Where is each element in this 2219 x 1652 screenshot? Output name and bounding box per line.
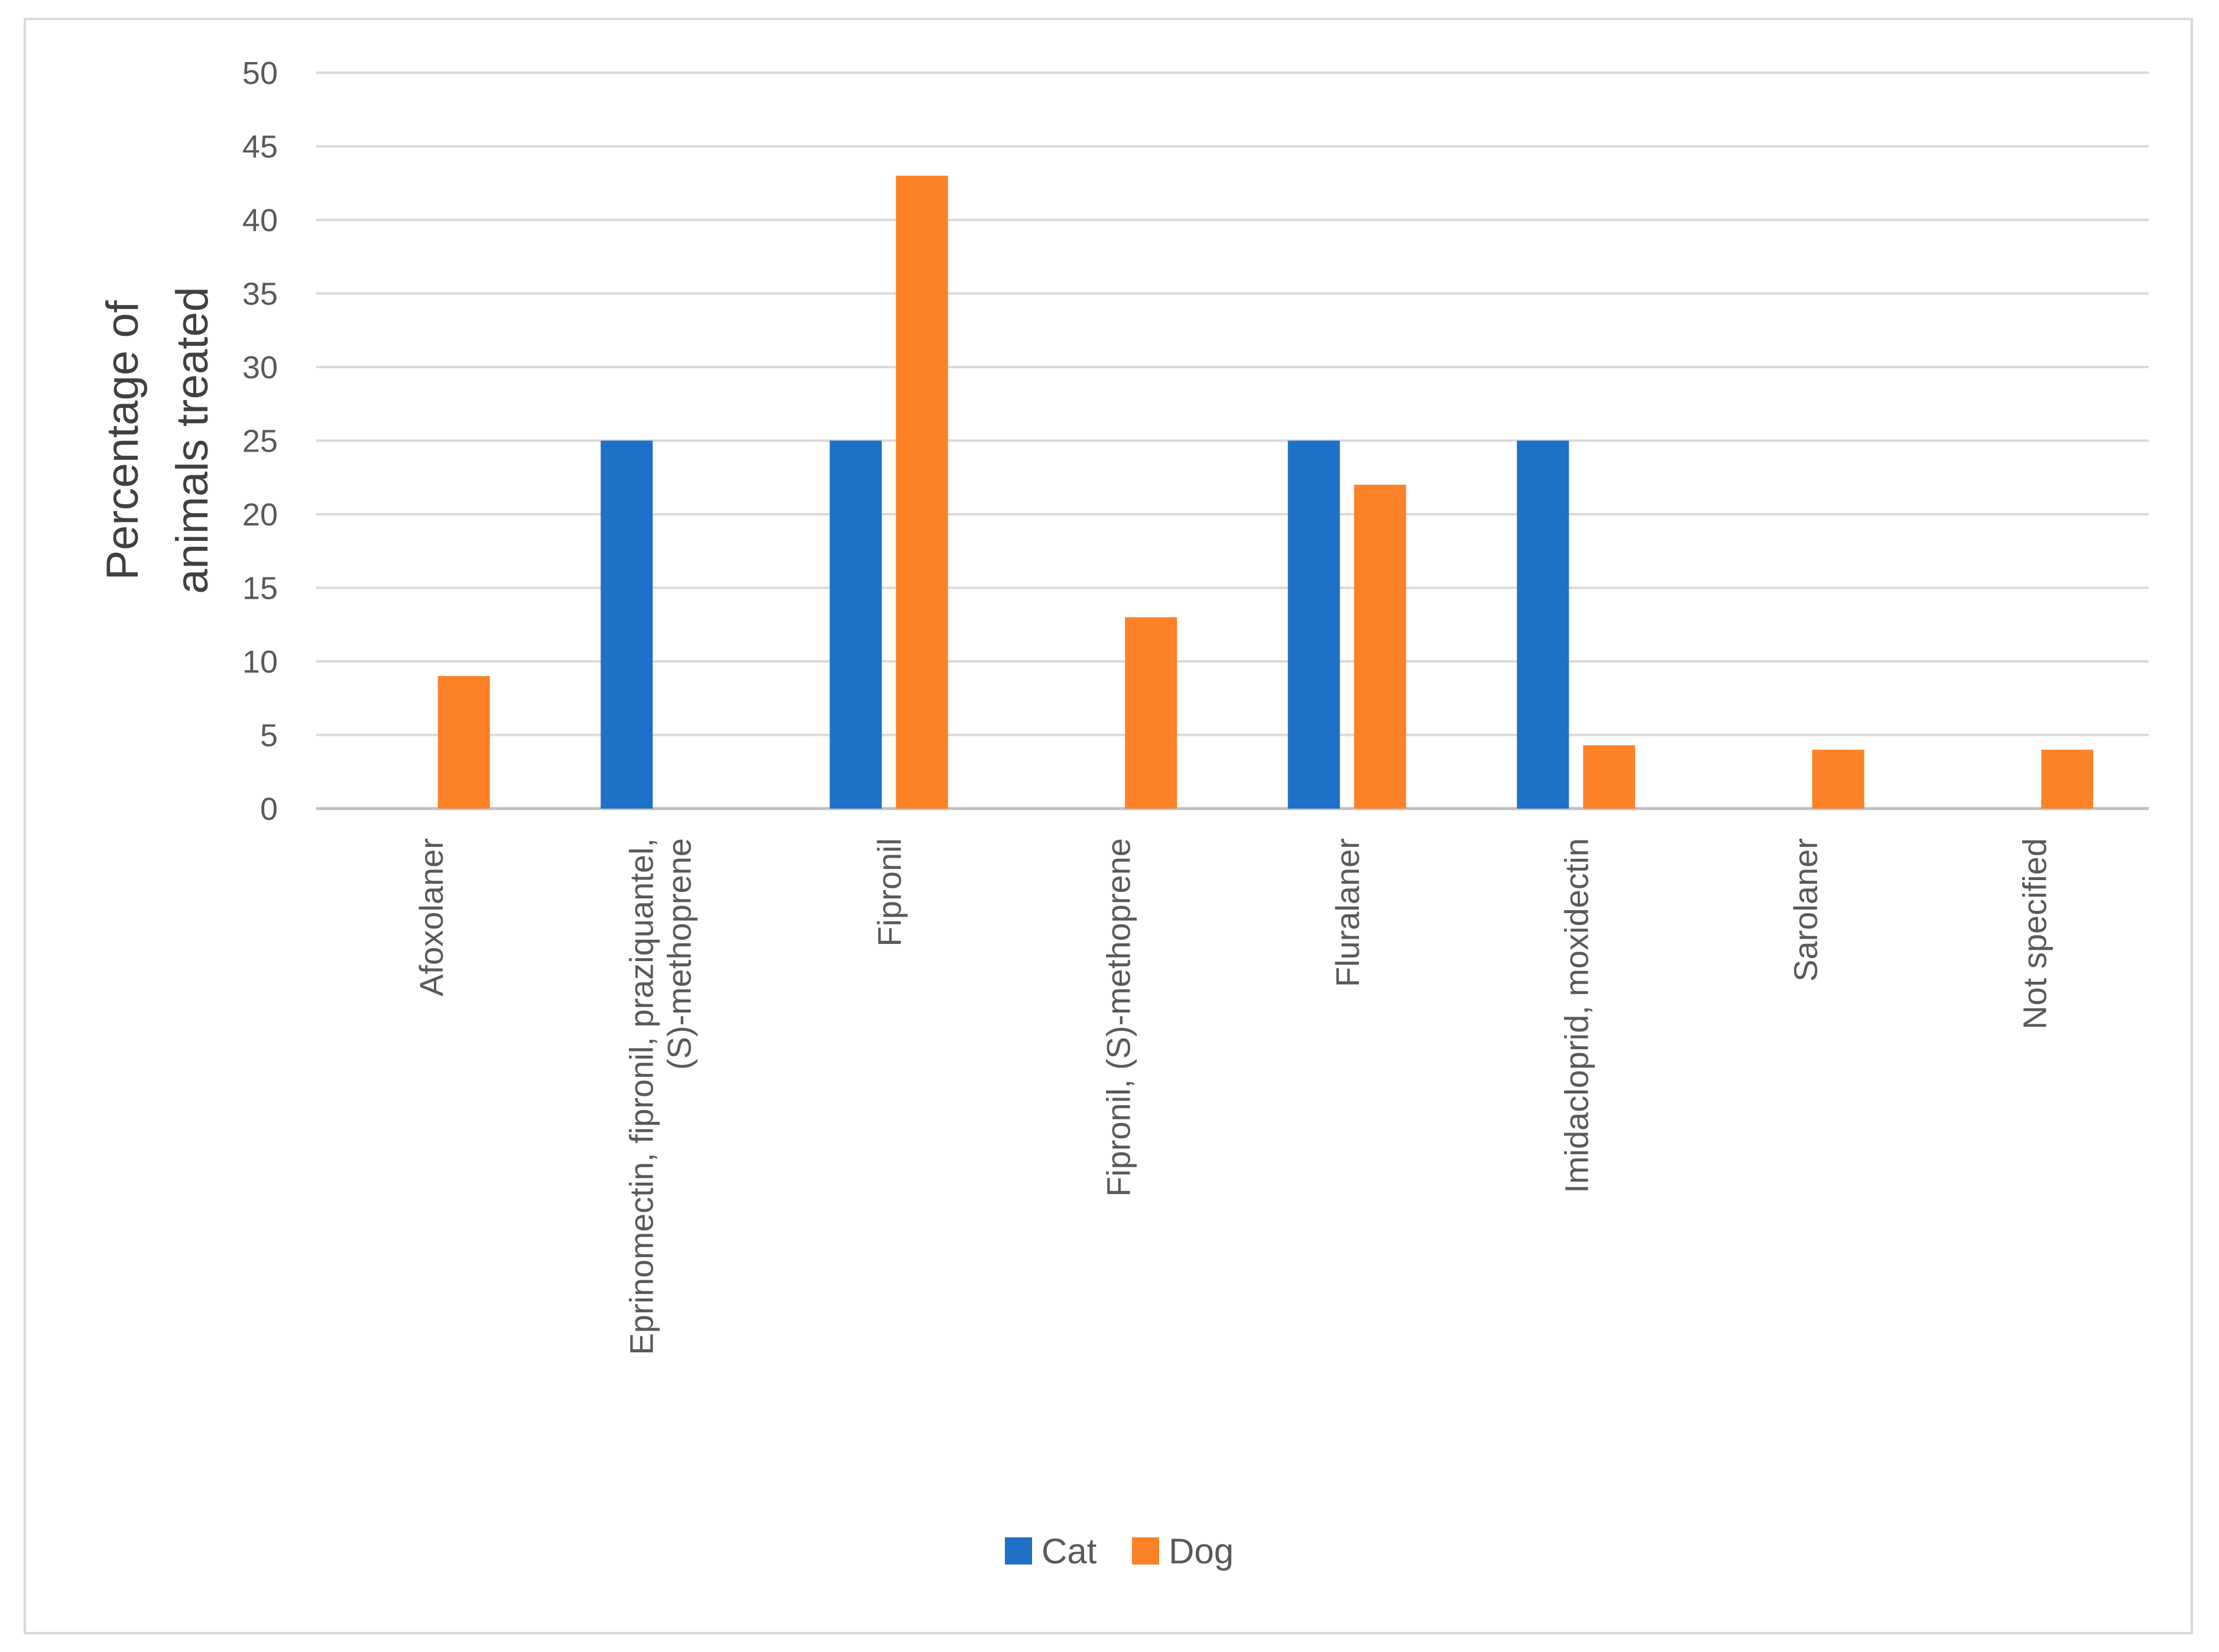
y-tick-labels: 0 5 10 15 20 25 30 35 40 45 50 — [242, 56, 278, 827]
bar-dog — [1812, 749, 1864, 809]
y-tick-label: 25 — [242, 424, 278, 459]
bar-dog — [1354, 485, 1406, 809]
category-label-line: Fipronil, (S)-methoprene — [1099, 838, 1137, 1197]
category-label: Fipronil — [871, 838, 908, 947]
bar-dog — [437, 676, 490, 809]
y-axis-label-line: animals treated — [167, 287, 218, 594]
category-label: Fipronil, (S)-methoprene — [1099, 838, 1137, 1197]
legend-swatch-cat — [1005, 1537, 1032, 1565]
y-tick-label: 0 — [260, 791, 278, 827]
y-tick-label: 20 — [242, 497, 278, 533]
category-label: Not specified — [2016, 838, 2053, 1030]
category-label-line: Sarolaner — [1787, 838, 1824, 982]
y-tick-label: 50 — [242, 56, 278, 91]
category-label: Imidacloprid, moxidectin — [1558, 838, 1595, 1193]
category-label-line: Fluralaner — [1329, 838, 1366, 987]
legend-label-cat: Cat — [1042, 1531, 1097, 1571]
y-axis-label: Percentage of animals treated — [98, 287, 218, 594]
chart-frame — [24, 18, 2193, 1634]
legend: Cat Dog — [1005, 1531, 1234, 1571]
legend-swatch-dog — [1132, 1537, 1159, 1565]
y-tick-label: 15 — [242, 571, 278, 606]
category-label-line: (S)-methoprene — [660, 838, 698, 1070]
gridlines — [316, 72, 2149, 810]
category-label: Fluralaner — [1329, 838, 1366, 987]
category-label-line: Imidacloprid, moxidectin — [1558, 838, 1595, 1193]
bar-dog — [1125, 617, 1177, 809]
y-tick-label: 40 — [242, 203, 278, 238]
y-tick-label: 35 — [242, 277, 278, 312]
bar-dog — [1583, 745, 1636, 809]
y-axis-label-line: Percentage of — [98, 300, 148, 580]
bars — [437, 176, 2094, 809]
y-tick-label: 30 — [242, 350, 278, 385]
bar-dog — [2041, 749, 2094, 809]
category-label-line: Not specified — [2016, 838, 2053, 1030]
y-tick-label: 45 — [242, 129, 278, 165]
y-tick-label: 10 — [242, 644, 278, 680]
bar-dog — [896, 176, 948, 809]
category-label: Sarolaner — [1787, 838, 1824, 982]
category-label: Afoxolaner — [413, 838, 450, 997]
bar-cat — [1517, 440, 1569, 809]
bar-cat — [829, 440, 882, 809]
category-label-line: Eprinomectin, fipronil, praziquantel, — [622, 838, 660, 1355]
y-tick-label: 5 — [260, 718, 278, 754]
bar-cat — [1287, 440, 1340, 809]
bar-cat — [601, 440, 653, 809]
category-label-line: Afoxolaner — [413, 838, 450, 997]
category-label: Eprinomectin, fipronil, praziquantel, (S)… — [622, 838, 698, 1355]
category-label-line: Fipronil — [871, 838, 908, 947]
legend-label-dog: Dog — [1169, 1531, 1234, 1571]
category-labels: Afoxolaner Eprinomectin, fipronil, praziq… — [413, 838, 2053, 1355]
